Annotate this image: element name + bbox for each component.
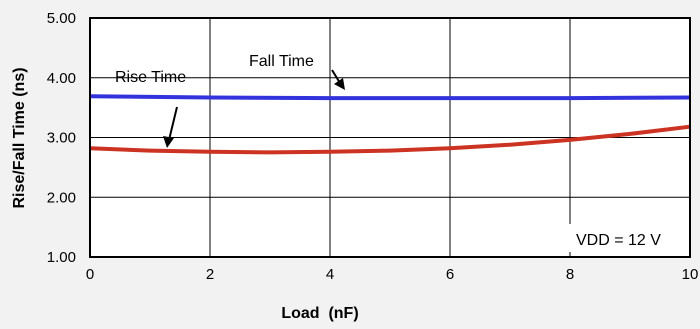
fall-time-line	[89, 94, 691, 101]
x-tick-label: 6	[446, 266, 454, 283]
y-tick-label: 3.00	[47, 130, 76, 147]
y-tick-label: 5.00	[47, 10, 76, 27]
x-tick-label: 2	[206, 266, 214, 283]
vdd-label: VDD = 12 V	[576, 232, 661, 249]
rise-time-label: Rise Time	[115, 69, 186, 86]
fall-time-label: Fall Time	[249, 53, 314, 70]
vdd-label-box	[568, 224, 684, 252]
fall-time-arrow	[331, 69, 345, 90]
x-tick-label: 0	[86, 266, 94, 283]
x-axis-title: Load (nF)	[281, 305, 358, 322]
x-axis-ticks: 0 2 4 6 8 10	[86, 266, 699, 283]
x-tick-label: 10	[682, 266, 699, 283]
rise-time-arrow	[163, 106, 178, 148]
y-axis-title: Rise/Fall Time (ns)	[11, 67, 28, 208]
rise-time-line	[89, 124, 691, 155]
series-lines	[89, 94, 691, 155]
x-tick-label: 8	[566, 266, 574, 283]
y-axis-ticks: 1.00 2.00 3.00 4.00 5.00	[47, 10, 76, 266]
x-tick-label: 4	[326, 266, 334, 283]
y-tick-label: 2.00	[47, 189, 76, 206]
y-tick-label: 4.00	[47, 70, 76, 87]
y-tick-label: 1.00	[47, 249, 76, 266]
plot-frame	[89, 17, 691, 258]
